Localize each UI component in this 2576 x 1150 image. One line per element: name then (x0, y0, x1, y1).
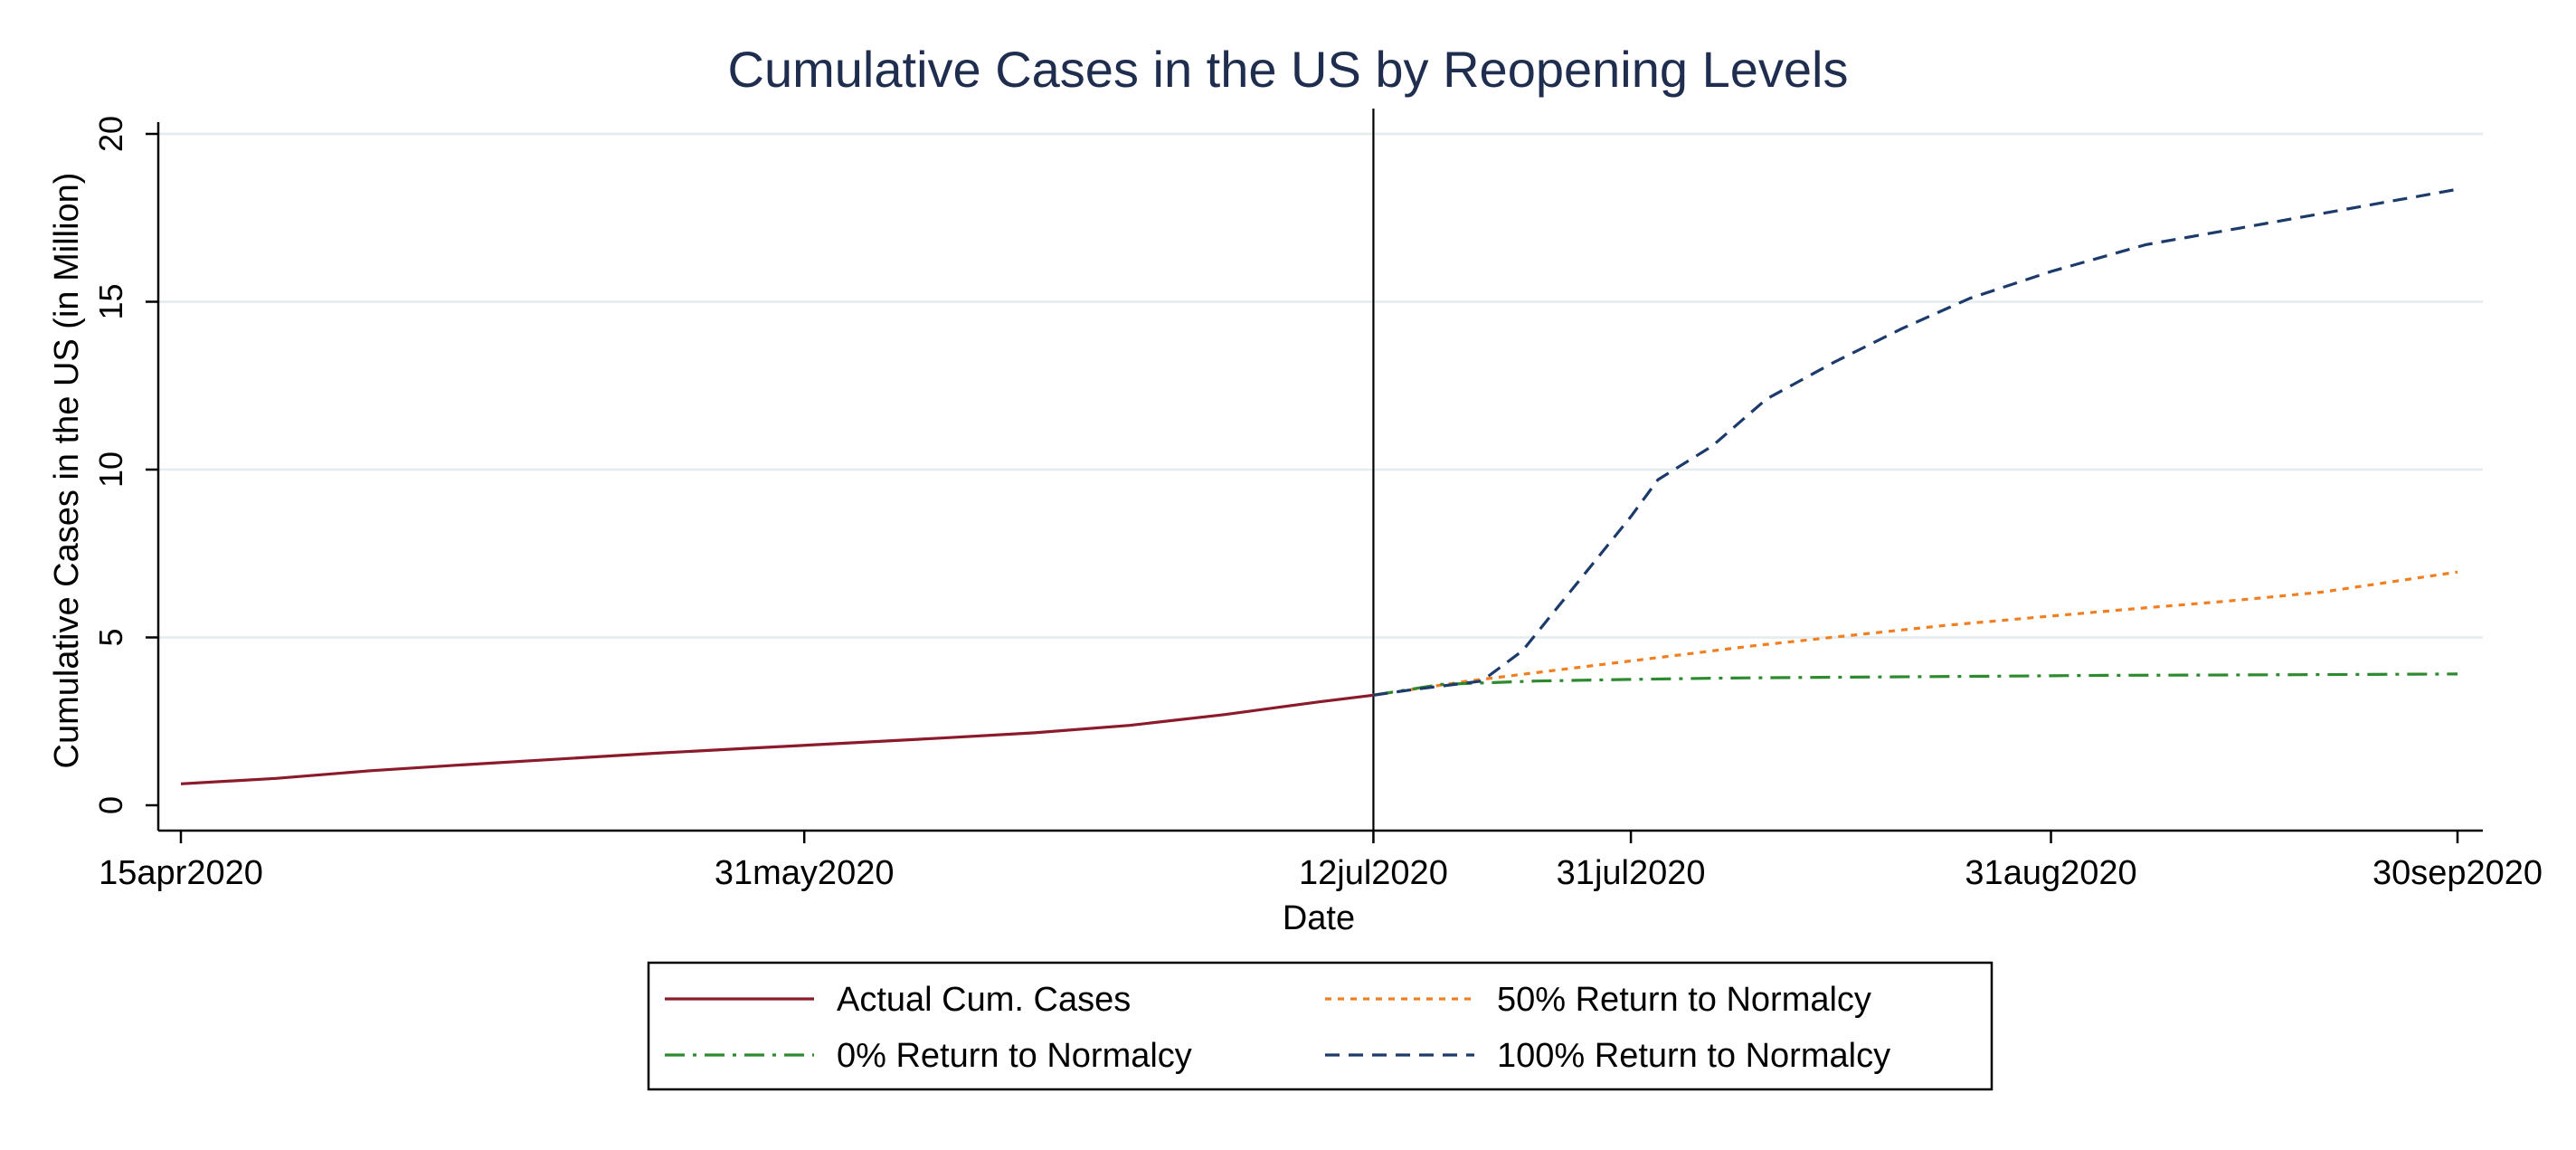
y-tick-label: 0 (92, 796, 129, 814)
legend-label-1: Actual Cum. Cases (837, 981, 1131, 1019)
y-axis-label: Cumulative Cases in the US (in Million) (48, 173, 86, 769)
y-tick-label: 20 (92, 116, 129, 152)
grid-layer (158, 132, 2483, 639)
series-line-2 (1373, 570, 2458, 697)
axes-layer: 0 5 10 15 20 15apr2020 31may2020 12jul2020 31jul… (92, 109, 2543, 892)
chart-title: Cumulative Cases in the US by Reopening … (728, 41, 1849, 98)
legend-box (647, 961, 1994, 1091)
legend: Actual Cum. Cases 50% Return to Normalcy 0… (647, 961, 1994, 1091)
legend-label-2: 50% Return to Normalcy (1497, 981, 1871, 1019)
series-line-4 (1373, 187, 2458, 697)
y-tick-label: 15 (92, 283, 129, 319)
legend-label-3: 0% Return to Normalcy (837, 1037, 1192, 1075)
x-tick-label: 31may2020 (715, 854, 895, 892)
series-layer (180, 187, 2458, 785)
x-tick-label: 15apr2020 (99, 854, 263, 892)
y-tick-label: 5 (92, 628, 129, 646)
x-tick-label: 31jul2020 (1557, 854, 1706, 892)
x-tick-label: 12jul2020 (1299, 854, 1448, 892)
x-tick-label: 31aug2020 (1965, 854, 2136, 892)
x-tick-label: 30sep2020 (2372, 854, 2543, 892)
series-line-3 (1373, 672, 2458, 697)
series-line-1 (180, 693, 1374, 785)
y-tick-label: 10 (92, 451, 129, 488)
x-axis-label: Date (1283, 899, 1355, 937)
legend-label-4: 100% Return to Normalcy (1497, 1037, 1890, 1075)
